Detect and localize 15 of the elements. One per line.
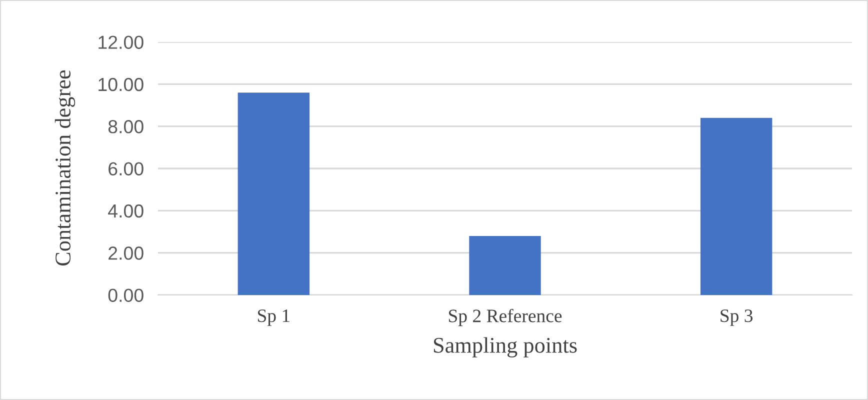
bar xyxy=(469,236,541,295)
x-tick-label: Sp 1 xyxy=(258,309,290,326)
x-tick-label: Sp 3 xyxy=(720,309,753,326)
y-tick-label: 0.00 xyxy=(108,288,144,302)
x-axis-title: Sampling points xyxy=(434,337,577,358)
bar xyxy=(700,118,772,295)
y-axis-title: Contamination degree xyxy=(54,70,76,266)
y-tick-label: 8.00 xyxy=(108,120,144,134)
y-tick-label: 4.00 xyxy=(108,204,144,218)
y-tick-label: 12.00 xyxy=(98,36,144,49)
y-tick-label: 2.00 xyxy=(108,246,144,260)
bar xyxy=(238,92,310,295)
y-tick-label: 10.00 xyxy=(98,78,144,92)
y-tick-label: 6.00 xyxy=(108,162,144,176)
x-tick-label: Sp 2 Reference xyxy=(448,308,562,326)
